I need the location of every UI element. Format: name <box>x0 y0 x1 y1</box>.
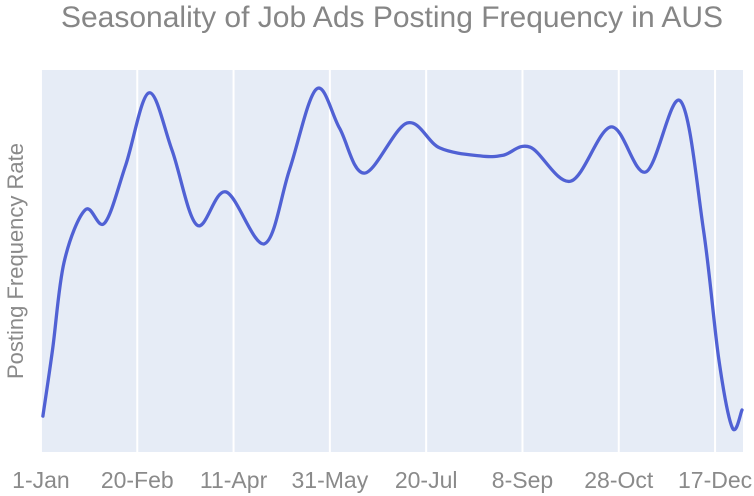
gridlines <box>39 70 717 452</box>
x-tick-label: 11-Apr <box>199 467 268 493</box>
x-tick-label: 1-Jan <box>12 467 70 493</box>
x-tick-label: 8-Sep <box>491 467 554 493</box>
x-tick-label: 28-Oct <box>584 467 654 493</box>
plot-background <box>40 70 743 452</box>
seasonality-line-series <box>41 86 744 432</box>
chart-title: Seasonality of Job Ads Posting Frequency… <box>60 1 724 34</box>
x-tick-label: 20-Jul <box>394 467 458 493</box>
x-tick-label: 20-Feb <box>100 467 174 493</box>
x-tick-label: 31-May <box>291 467 369 493</box>
x-tick-label: 17-Dec <box>677 467 753 493</box>
